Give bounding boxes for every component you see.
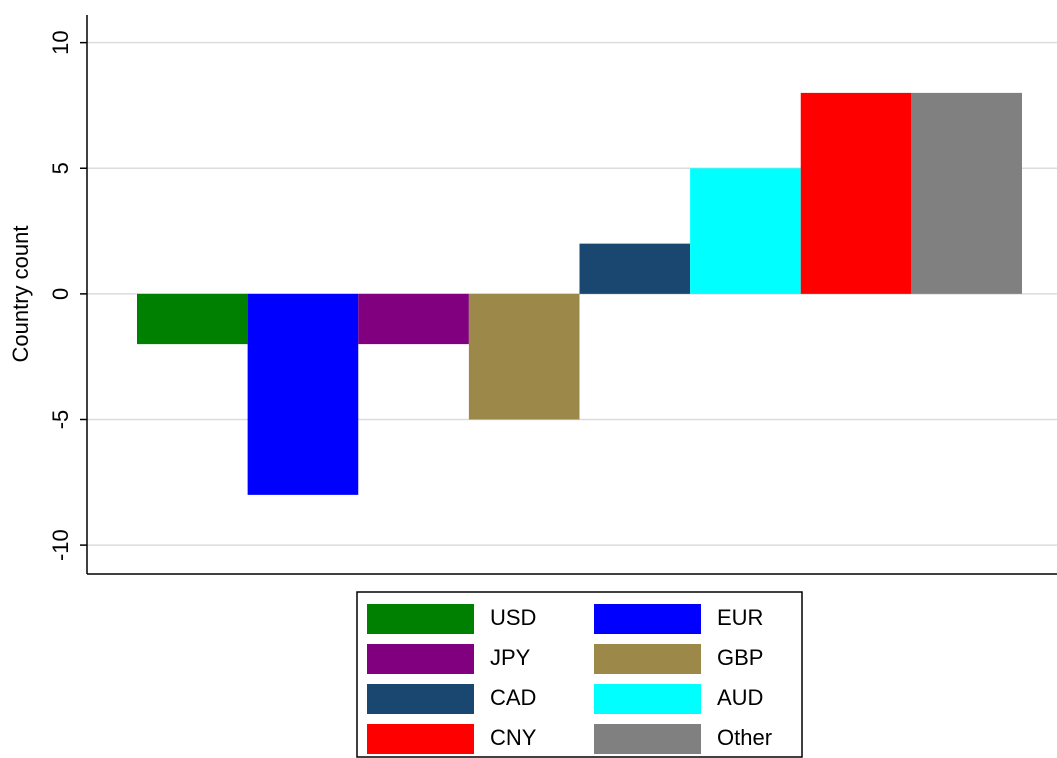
- bar: [800, 92, 912, 294]
- y-tick-label: 10: [48, 30, 73, 54]
- legend-swatch: [594, 644, 701, 674]
- bar: [579, 243, 691, 294]
- bar: [358, 293, 469, 345]
- legend-swatch: [367, 604, 474, 634]
- bar: [690, 168, 801, 294]
- bar: [468, 293, 580, 420]
- y-tick-label: 5: [48, 162, 73, 174]
- legend-label: EUR: [717, 605, 763, 630]
- y-axis-label: Country count: [8, 226, 33, 363]
- legend-label: JPY: [490, 645, 531, 670]
- legend-label: Other: [717, 725, 772, 750]
- legend-swatch: [367, 684, 474, 714]
- bar: [911, 92, 1022, 294]
- legend-label: AUD: [717, 685, 763, 710]
- legend-label: CNY: [490, 725, 537, 750]
- y-tick-label: -5: [48, 410, 73, 430]
- legend-swatch: [594, 684, 701, 714]
- legend-label: USD: [490, 605, 536, 630]
- bar: [137, 293, 248, 345]
- legend-swatch: [594, 604, 701, 634]
- y-tick-label: -10: [48, 529, 73, 561]
- legend-swatch: [594, 724, 701, 754]
- legend-label: CAD: [490, 685, 536, 710]
- legend-label: GBP: [717, 645, 763, 670]
- legend-swatch: [367, 644, 474, 674]
- legend-swatch: [367, 724, 474, 754]
- y-tick-label: 0: [48, 288, 73, 300]
- bar: [247, 293, 359, 495]
